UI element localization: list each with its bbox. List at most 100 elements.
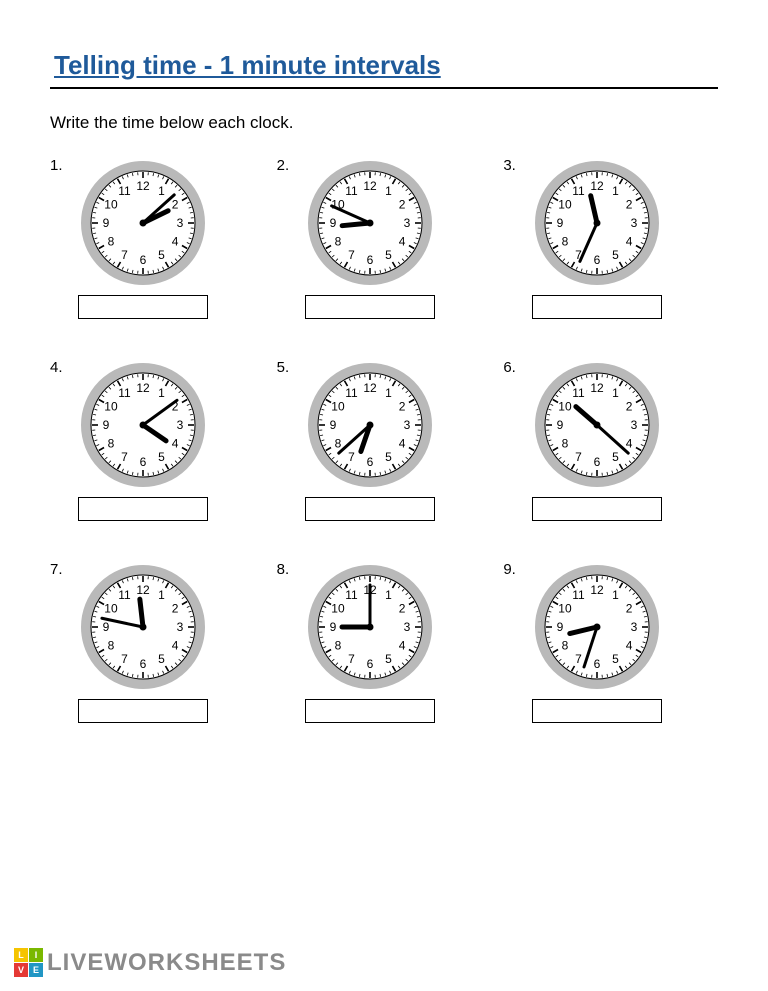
svg-text:11: 11 — [572, 184, 585, 198]
svg-text:6: 6 — [367, 455, 374, 469]
svg-text:6: 6 — [593, 455, 600, 469]
svg-text:12: 12 — [590, 381, 604, 395]
svg-text:7: 7 — [348, 248, 355, 262]
question-number: 1. — [50, 157, 63, 174]
svg-text:8: 8 — [108, 639, 115, 653]
svg-text:3: 3 — [177, 216, 184, 230]
svg-text:3: 3 — [404, 418, 411, 432]
svg-text:12: 12 — [137, 583, 151, 597]
question-cell: 6.123456789101112 — [503, 359, 690, 521]
svg-text:7: 7 — [575, 652, 582, 666]
svg-text:5: 5 — [385, 652, 392, 666]
svg-text:1: 1 — [385, 386, 392, 400]
clock-icon: 123456789101112 — [535, 565, 659, 689]
svg-text:1: 1 — [158, 588, 165, 602]
clock-icon: 123456789101112 — [308, 161, 432, 285]
instruction-text: Write the time below each clock. — [50, 113, 718, 133]
svg-text:2: 2 — [399, 400, 406, 414]
svg-text:9: 9 — [103, 620, 110, 634]
svg-text:9: 9 — [330, 216, 337, 230]
svg-text:10: 10 — [105, 400, 119, 414]
clock-wrap: 123456789101112 — [50, 561, 237, 689]
svg-text:4: 4 — [399, 235, 406, 249]
clock-wrap: 123456789101112 — [277, 561, 464, 689]
svg-text:1: 1 — [385, 184, 392, 198]
svg-text:10: 10 — [558, 198, 572, 212]
clock-icon: 123456789101112 — [535, 161, 659, 285]
svg-text:11: 11 — [119, 386, 132, 400]
question-number: 6. — [503, 359, 516, 376]
svg-text:2: 2 — [399, 198, 406, 212]
svg-text:5: 5 — [385, 450, 392, 464]
answer-input[interactable] — [305, 699, 435, 723]
page-title: Telling time - 1 minute intervals — [50, 50, 718, 81]
svg-text:3: 3 — [404, 216, 411, 230]
svg-text:9: 9 — [556, 620, 563, 634]
question-number: 2. — [277, 157, 290, 174]
svg-text:12: 12 — [590, 583, 604, 597]
question-cell: 8.123456789101112 — [277, 561, 464, 723]
clock-icon: 123456789101112 — [81, 565, 205, 689]
answer-input[interactable] — [305, 497, 435, 521]
svg-text:8: 8 — [108, 437, 115, 451]
svg-text:6: 6 — [140, 253, 147, 267]
clock-wrap: 123456789101112 — [50, 359, 237, 487]
answer-input[interactable] — [532, 497, 662, 521]
svg-text:5: 5 — [612, 248, 619, 262]
clock-wrap: 123456789101112 — [277, 157, 464, 285]
clock-wrap: 123456789101112 — [50, 157, 237, 285]
svg-text:4: 4 — [399, 437, 406, 451]
question-cell: 3.123456789101112 — [503, 157, 690, 319]
svg-text:3: 3 — [404, 620, 411, 634]
svg-text:8: 8 — [335, 437, 342, 451]
answer-input[interactable] — [78, 497, 208, 521]
brand-logo: LIVE — [14, 948, 43, 977]
svg-text:3: 3 — [177, 620, 184, 634]
svg-text:9: 9 — [556, 216, 563, 230]
question-cell: 9.123456789101112 — [503, 561, 690, 723]
clock-wrap: 123456789101112 — [277, 359, 464, 487]
question-cell: 7.123456789101112 — [50, 561, 237, 723]
svg-text:7: 7 — [121, 652, 128, 666]
svg-text:2: 2 — [172, 198, 179, 212]
answer-input[interactable] — [532, 295, 662, 319]
svg-text:7: 7 — [575, 450, 582, 464]
svg-text:10: 10 — [105, 602, 119, 616]
svg-text:6: 6 — [140, 455, 147, 469]
logo-cell: I — [29, 948, 43, 962]
svg-text:1: 1 — [385, 588, 392, 602]
svg-text:11: 11 — [572, 386, 585, 400]
answer-input[interactable] — [78, 295, 208, 319]
clock-icon: 123456789101112 — [308, 565, 432, 689]
svg-text:5: 5 — [612, 450, 619, 464]
svg-text:2: 2 — [172, 602, 179, 616]
title-underline — [50, 87, 718, 89]
svg-text:9: 9 — [103, 216, 110, 230]
answer-input[interactable] — [78, 699, 208, 723]
svg-text:6: 6 — [367, 657, 374, 671]
svg-text:6: 6 — [593, 253, 600, 267]
answer-input[interactable] — [305, 295, 435, 319]
svg-text:5: 5 — [612, 652, 619, 666]
brand-text: LIVEWORKSHEETS — [47, 949, 286, 977]
svg-text:6: 6 — [367, 253, 374, 267]
clock-wrap: 123456789101112 — [503, 359, 690, 487]
svg-text:8: 8 — [561, 235, 568, 249]
clock-grid: 1.1234567891011122.1234567891011123.1234… — [50, 157, 690, 723]
svg-text:6: 6 — [140, 657, 147, 671]
question-number: 5. — [277, 359, 290, 376]
svg-text:5: 5 — [385, 248, 392, 262]
svg-text:7: 7 — [348, 450, 355, 464]
svg-text:10: 10 — [105, 198, 119, 212]
clock-wrap: 123456789101112 — [503, 561, 690, 689]
answer-input[interactable] — [532, 699, 662, 723]
question-cell: 5.123456789101112 — [277, 359, 464, 521]
svg-text:11: 11 — [345, 184, 358, 198]
svg-text:11: 11 — [119, 184, 132, 198]
svg-text:4: 4 — [172, 235, 179, 249]
svg-text:4: 4 — [172, 437, 179, 451]
svg-text:4: 4 — [625, 235, 632, 249]
footer: LIVE LIVEWORKSHEETS — [14, 948, 286, 977]
svg-text:5: 5 — [158, 248, 165, 262]
svg-text:1: 1 — [612, 184, 619, 198]
